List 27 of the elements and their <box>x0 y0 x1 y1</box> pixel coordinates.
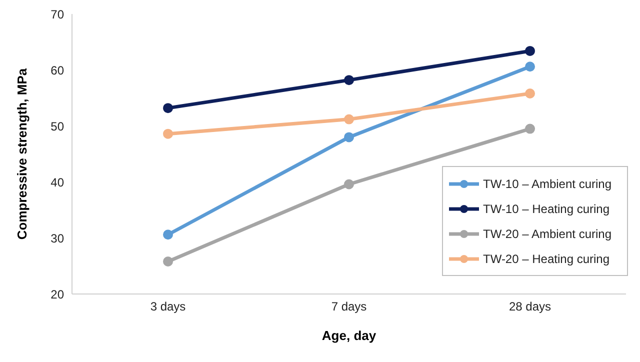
point <box>344 114 354 124</box>
point <box>163 128 173 139</box>
point <box>525 88 535 99</box>
x-tick-label: 7 days <box>331 300 367 314</box>
point <box>525 124 535 134</box>
y-tick-label: 60 <box>50 63 64 78</box>
legend-label: TW-20 – Heating curing <box>483 252 610 266</box>
y-axis-title: Compressive strength, MPa <box>14 68 30 240</box>
legend-label: TW-10 – Heating curing <box>483 202 610 216</box>
y-tick-label: 40 <box>50 175 64 190</box>
point <box>525 46 535 56</box>
point <box>344 179 354 190</box>
point <box>525 62 535 72</box>
point <box>163 230 173 240</box>
legend-label: TW-20 – Ambient curing <box>483 226 612 240</box>
point <box>163 256 173 267</box>
y-tick-label: 50 <box>50 119 64 134</box>
y-tick-label: 20 <box>50 287 64 302</box>
x-tick-label: 28 days <box>508 300 552 314</box>
point <box>344 132 354 142</box>
y-tick-label: 70 <box>50 7 64 22</box>
y-tick-label: 30 <box>50 231 64 246</box>
x-axis-title: Age, day <box>322 328 377 343</box>
legend-label: TW-10 – Ambient curing <box>483 176 612 190</box>
x-tick-label: 3 days <box>150 300 186 314</box>
point <box>163 103 173 114</box>
point <box>344 75 354 86</box>
